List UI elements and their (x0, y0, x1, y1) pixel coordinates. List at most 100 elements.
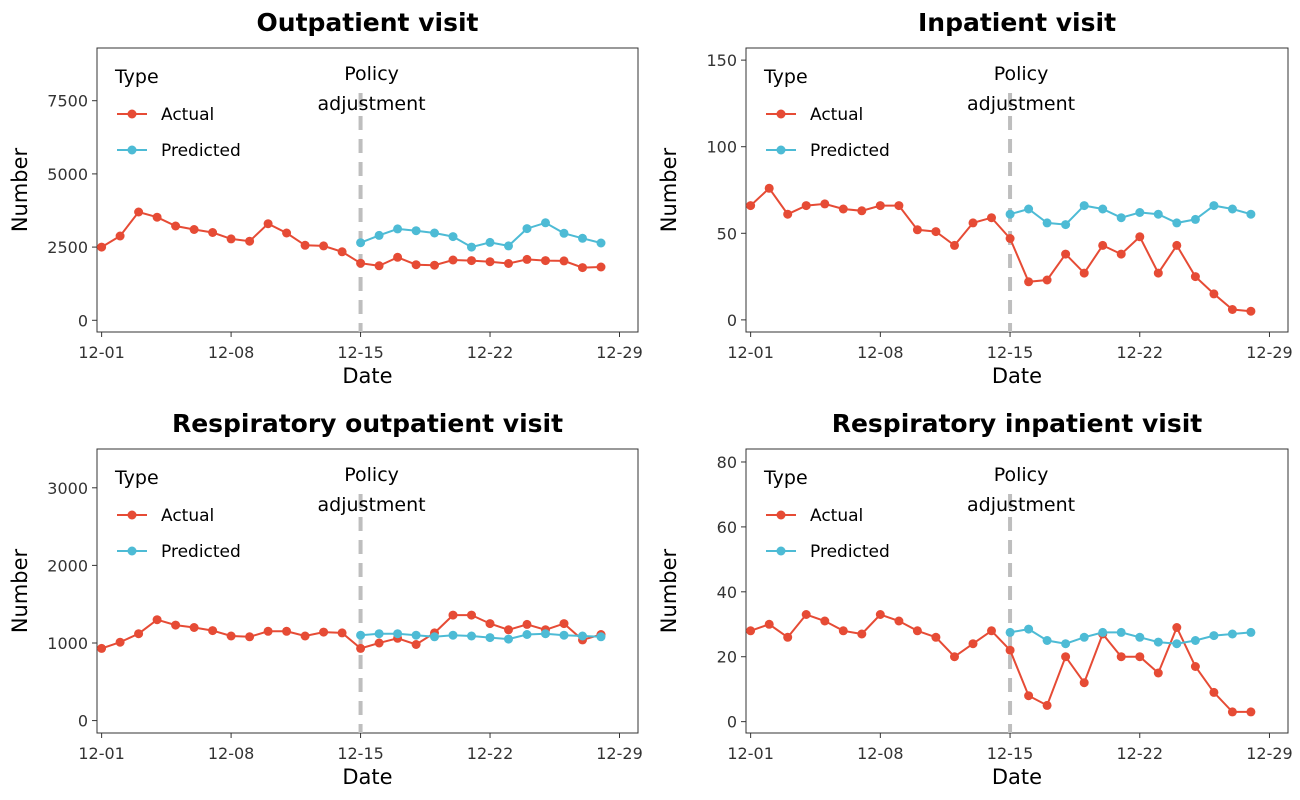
y-tick-label: 2500 (47, 238, 88, 257)
data-point-actual (152, 212, 162, 222)
legend-title: Type (114, 467, 159, 489)
data-point-actual (319, 241, 329, 251)
data-point-actual (894, 616, 904, 626)
x-tick-label: 12-29 (1246, 744, 1293, 763)
x-tick-label: 12-15 (987, 744, 1034, 763)
chart-title: Outpatient visit (257, 8, 479, 37)
data-point-predicted (448, 232, 458, 242)
y-tick-label: 0 (727, 311, 737, 330)
legend-title: Type (763, 467, 808, 489)
data-point-predicted (430, 228, 439, 238)
data-point-actual (411, 640, 421, 649)
y-tick-label: 7500 (47, 92, 88, 111)
data-point-actual (1209, 687, 1219, 697)
data-point-predicted (1024, 204, 1034, 214)
data-point-predicted (1116, 213, 1126, 223)
data-point-actual (337, 628, 347, 638)
y-tick-label: 150 (706, 51, 737, 70)
data-point-actual (820, 616, 830, 626)
legend-key-point (127, 145, 137, 155)
data-point-predicted (356, 238, 366, 248)
data-point-predicted (1227, 204, 1237, 214)
y-tick-label: 50 (717, 224, 737, 243)
data-point-actual (541, 256, 550, 266)
chart-title: Respiratory inpatient visit (832, 409, 1203, 438)
data-point-actual (1153, 268, 1163, 278)
data-point-actual (746, 626, 756, 636)
data-point-actual (801, 201, 811, 211)
y-tick-label: 1000 (47, 634, 88, 653)
data-point-predicted (1024, 624, 1034, 634)
policy-annotation-label: adjustment (318, 93, 426, 115)
series-actual (746, 610, 1256, 717)
series-line-actual (101, 210, 602, 269)
data-point-actual (1005, 645, 1015, 655)
data-point-actual (282, 626, 292, 636)
data-point-actual (1098, 240, 1108, 250)
policy-annotation-label: Policy (344, 63, 399, 85)
legend-item-predicted: Predicted (810, 141, 890, 161)
data-point-actual (448, 610, 458, 620)
y-tick-label: 60 (717, 518, 737, 537)
data-point-actual (485, 619, 495, 629)
data-point-actual (783, 632, 793, 642)
legend-key-point (776, 109, 786, 119)
x-tick-label: 12-22 (1117, 343, 1164, 362)
data-point-actual (931, 632, 941, 642)
chart-title: Inpatient visit (918, 8, 1116, 37)
y-axis-title: Number (657, 548, 681, 633)
x-tick-label: 12-08 (208, 744, 255, 763)
data-point-predicted (504, 634, 513, 644)
data-point-actual (171, 221, 181, 231)
data-point-actual (950, 240, 959, 250)
data-point-predicted (1005, 209, 1015, 219)
x-axis-title: Date (342, 364, 392, 388)
data-point-actual (1079, 268, 1089, 278)
plot-frame (745, 47, 1289, 333)
data-point-actual (857, 206, 867, 216)
x-axis-title: Date (342, 765, 392, 789)
y-tick-label: 3000 (47, 479, 88, 498)
data-point-actual (987, 213, 996, 223)
data-point-predicted (393, 224, 403, 234)
plot-frame (96, 448, 639, 734)
policy-annotation-label: adjustment (967, 93, 1075, 115)
policy-annotation-label: Policy (994, 464, 1049, 486)
legend-item-actual: Actual (810, 506, 863, 526)
data-point-actual (522, 619, 532, 629)
data-point-actual (189, 623, 199, 632)
data-point-predicted (1153, 209, 1163, 219)
data-point-actual (97, 242, 107, 252)
data-point-actual (189, 225, 199, 234)
y-axis-title: Number (8, 548, 32, 633)
data-point-actual (764, 619, 774, 629)
series-predicted (356, 218, 606, 252)
series-line-actual (750, 613, 1251, 713)
data-point-actual (1172, 240, 1182, 250)
legend-item-actual: Actual (161, 105, 214, 125)
series-line-actual (749, 186, 1251, 313)
data-point-predicted (522, 224, 532, 234)
data-point-actual (1153, 668, 1163, 678)
data-point-actual (875, 610, 885, 619)
data-point-actual (1024, 277, 1034, 287)
data-point-predicted (411, 226, 421, 236)
policy-annotation-label: adjustment (967, 494, 1075, 516)
policy-annotation-label: Policy (994, 63, 1049, 85)
x-tick-label: 12-01 (78, 744, 125, 763)
x-tick-label: 12-01 (78, 343, 125, 362)
series-actual (746, 183, 1256, 316)
chart-title: Respiratory outpatient visit (172, 409, 563, 438)
series-line-actual (101, 614, 602, 650)
data-point-actual (596, 262, 606, 272)
data-point-predicted (1135, 208, 1145, 217)
data-point-predicted (1098, 627, 1108, 637)
data-point-actual (912, 626, 922, 636)
y-axis-title: Number (8, 147, 32, 232)
data-point-predicted (467, 631, 476, 641)
data-point-actual (559, 256, 569, 266)
y-tick-label: 80 (717, 453, 737, 472)
